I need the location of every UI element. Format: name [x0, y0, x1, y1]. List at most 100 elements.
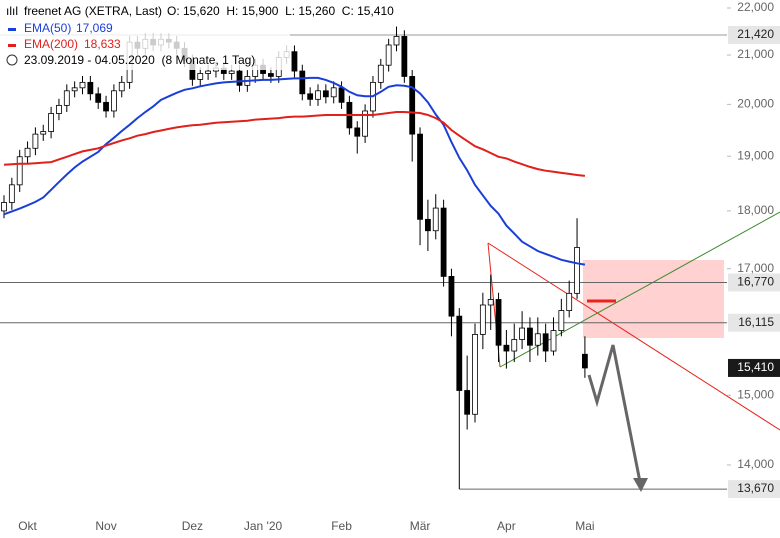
candle-body — [103, 101, 109, 112]
candle-body — [464, 390, 471, 415]
candle-body — [550, 330, 557, 352]
candle-body — [495, 299, 502, 346]
candle-body — [487, 299, 494, 306]
candle-body — [197, 73, 204, 80]
legend-swatch — [8, 28, 16, 31]
candle-body — [582, 353, 588, 369]
candle-body — [307, 93, 314, 100]
candle-body — [542, 333, 549, 352]
y-tick-label: 20,000 — [737, 97, 774, 111]
candle-body — [511, 339, 518, 352]
last-price-bg — [728, 358, 780, 377]
x-tick-label: Dez — [182, 519, 203, 533]
legend-swatch — [8, 44, 16, 47]
candle-body — [566, 292, 573, 311]
level-label-bg — [728, 480, 780, 499]
candle-body — [362, 110, 369, 137]
trend-line — [487, 242, 780, 431]
candle-body — [424, 218, 431, 232]
candle-body — [1, 202, 7, 212]
y-tick-label: 15,000 — [737, 387, 774, 401]
y-tick-label: 18,000 — [737, 203, 774, 217]
candle-body — [8, 184, 15, 203]
legend-bg — [0, 0, 290, 70]
legend-label: EMA(200) — [24, 37, 78, 51]
candle-body — [338, 87, 345, 103]
candle-body — [87, 81, 94, 95]
y-tick-label: 19,000 — [737, 148, 774, 162]
x-tick-label: Feb — [331, 519, 352, 533]
candle-body — [401, 36, 408, 77]
clock-icon — [6, 54, 18, 66]
legend-value: 17,069 — [76, 21, 113, 35]
candle-body — [558, 310, 565, 331]
candle-body — [16, 156, 23, 186]
candle-body — [48, 113, 54, 132]
candle-body — [322, 90, 329, 98]
candle-body — [63, 90, 70, 106]
legend-label: EMA(50) — [24, 21, 71, 35]
arrow-head — [633, 478, 648, 492]
candle-body — [291, 51, 298, 72]
legend-value: 18,633 — [84, 37, 121, 51]
candle-body — [456, 315, 463, 391]
level-label: 16,770 — [737, 275, 774, 289]
candle-body — [71, 87, 78, 92]
ohlc-info: O: 15,620 H: 15,900 L: 15,260 C: 15,410 — [167, 4, 394, 18]
ema-line — [3, 111, 586, 177]
forecast-arrow — [587, 344, 642, 483]
candle-body — [472, 333, 478, 415]
candle-body — [519, 327, 525, 340]
y-tick-label: 14,000 — [737, 457, 774, 471]
level-label-bg — [728, 26, 780, 45]
subtitle: 23.09.2019 - 04.05.2020 (8 Monate, 1 Tag… — [24, 53, 255, 67]
candle-body — [417, 133, 423, 220]
trend-line — [487, 242, 501, 368]
x-tick-label: Okt — [18, 519, 37, 533]
candle-body — [315, 90, 321, 100]
candle-body — [299, 70, 306, 95]
level-label-bg — [728, 313, 780, 332]
target-zone — [583, 260, 724, 338]
candle-body — [118, 81, 125, 92]
candle-body — [409, 76, 416, 135]
x-tick-label: Mai — [575, 519, 594, 533]
level-label: 21,420 — [737, 27, 774, 41]
x-tick-label: Nov — [95, 519, 116, 533]
candle-body — [503, 344, 510, 352]
x-tick-label: Apr — [497, 519, 516, 533]
level-label-bg — [728, 273, 780, 292]
candle-body — [479, 304, 486, 335]
legend-icon: ılıl — [6, 4, 18, 18]
candle-body — [79, 81, 86, 89]
x-tick-label: Mär — [410, 519, 431, 533]
candle-body — [236, 70, 243, 86]
candle-body — [385, 44, 392, 66]
legend: ılıl freenet AG (XETRA, Last) O: 15,620 … — [0, 0, 394, 70]
candle-body — [95, 93, 102, 103]
candle-body — [432, 207, 439, 232]
candle-body — [111, 90, 117, 112]
candle-body — [267, 73, 274, 77]
candle-body — [24, 147, 31, 158]
candle-body — [440, 207, 447, 277]
candle-body — [330, 87, 337, 98]
ema-line — [3, 76, 586, 266]
candle-body — [228, 70, 235, 74]
candle-body — [527, 327, 533, 346]
y-tick-label: 22,000 — [737, 0, 774, 14]
x-tick-label: Jan '20 — [244, 519, 283, 533]
candle-body — [56, 104, 62, 114]
candle-body — [377, 64, 384, 83]
candle-body — [40, 131, 47, 135]
candle-body — [354, 127, 361, 137]
candle-body — [393, 36, 400, 46]
candle-body — [574, 247, 580, 294]
candle-body — [32, 133, 39, 149]
candle-body — [205, 70, 212, 74]
last-price-label: 15,410 — [737, 360, 774, 374]
chart-title: freenet AG (XETRA, Last) — [24, 4, 162, 18]
candle-body — [534, 333, 541, 346]
level-label: 13,670 — [737, 481, 774, 495]
candle-body — [448, 276, 455, 317]
